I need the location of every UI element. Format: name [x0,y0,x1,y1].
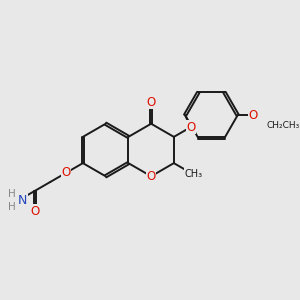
Text: CH₂CH₃: CH₂CH₃ [266,121,299,130]
Text: O: O [146,96,156,109]
Text: O: O [30,205,40,218]
Text: O: O [61,167,70,179]
Text: O: O [249,109,258,122]
Text: H: H [8,189,16,199]
Text: CH₃: CH₃ [184,169,202,178]
Text: H: H [8,202,16,212]
Text: N: N [18,194,27,207]
Text: O: O [146,170,156,183]
Text: O: O [186,121,196,134]
